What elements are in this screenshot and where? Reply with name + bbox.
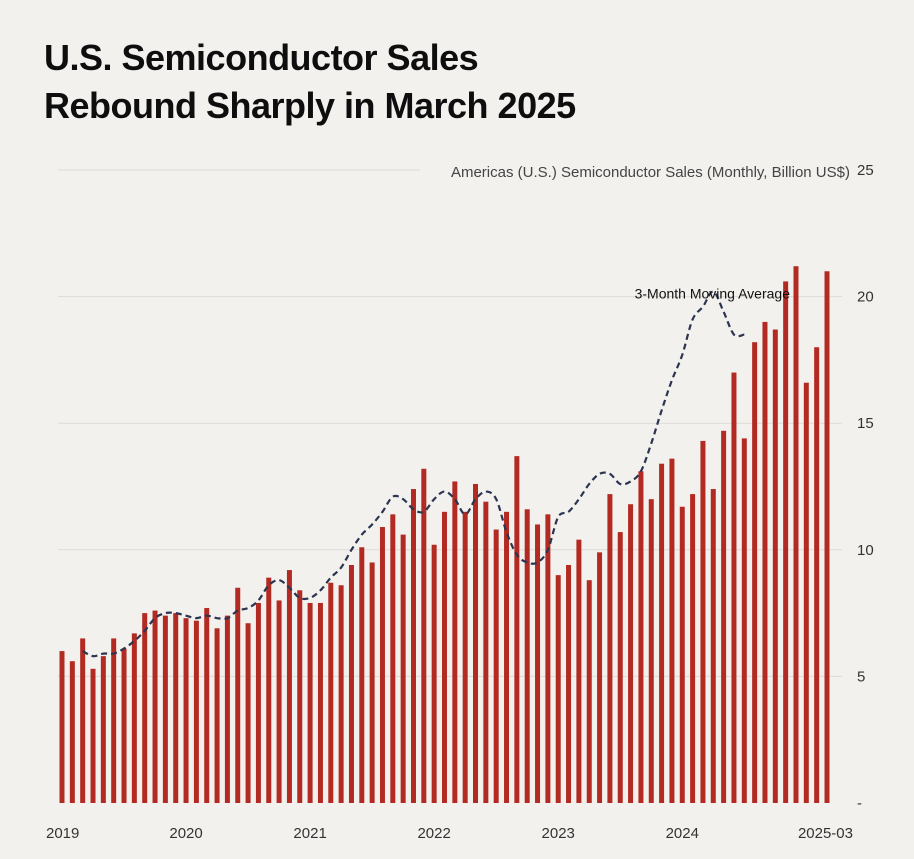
bar — [617, 532, 623, 803]
y-tick-label: 20 — [857, 289, 874, 306]
bar — [152, 610, 158, 803]
x-tick-label: 2020 — [169, 825, 202, 842]
bar — [276, 600, 282, 803]
bar — [245, 623, 251, 803]
x-tick-label: 2025-03 — [798, 825, 853, 842]
bar — [690, 494, 696, 803]
bar — [111, 638, 117, 803]
bar — [638, 471, 644, 803]
bar — [762, 321, 768, 803]
bar — [793, 266, 799, 804]
bar — [524, 509, 530, 803]
bar — [772, 329, 778, 803]
bar — [721, 430, 727, 803]
bar — [328, 582, 334, 803]
bar — [731, 372, 737, 803]
bar — [452, 481, 458, 803]
bar — [566, 564, 572, 803]
bar — [555, 575, 561, 803]
bar — [390, 514, 396, 803]
bar — [597, 552, 603, 803]
bar — [493, 529, 499, 803]
bar — [286, 570, 292, 803]
bar — [400, 534, 406, 803]
bar — [710, 489, 716, 803]
bar — [410, 489, 416, 803]
bar — [183, 618, 189, 803]
bar — [297, 590, 303, 803]
bar — [338, 585, 344, 803]
bar — [162, 615, 168, 803]
bar — [431, 544, 437, 803]
bar — [442, 511, 447, 803]
x-tick-label: 2022 — [417, 825, 450, 842]
y-tick-label: 10 — [857, 542, 874, 559]
bar — [142, 613, 148, 803]
bar — [121, 648, 127, 803]
bar — [59, 651, 65, 803]
y-axis-title: Americas (U.S.) Semiconductor Sales (Mon… — [451, 164, 850, 181]
bar — [317, 602, 323, 803]
bar — [783, 281, 789, 803]
bar — [628, 504, 634, 803]
x-tick-label: 2023 — [542, 825, 575, 842]
bar — [369, 562, 375, 803]
x-axis-ticks: 2019 2020 2021 2022 2023 2024 2025-03 — [46, 825, 853, 842]
bar — [131, 633, 137, 803]
bar — [814, 347, 820, 803]
bar — [462, 511, 468, 803]
y-axis-ticks: - 5 10 15 20 25 — [857, 162, 874, 812]
bar — [586, 580, 592, 803]
y-tick-label: 15 — [857, 415, 874, 432]
bar — [307, 602, 313, 803]
moving-average-label: 3-Month Moving Average — [635, 286, 791, 302]
bar — [214, 628, 220, 803]
bar — [648, 499, 654, 803]
x-tick-label: 2021 — [293, 825, 326, 842]
bar — [224, 615, 230, 803]
moving-average-line — [82, 290, 745, 658]
bar — [80, 638, 86, 803]
bar — [669, 458, 675, 803]
bar — [90, 668, 96, 803]
x-tick-label: 2019 — [46, 825, 79, 842]
bar — [348, 564, 354, 803]
bar — [576, 539, 582, 803]
bar — [69, 661, 75, 803]
bar — [514, 456, 520, 803]
y-tick-label: 5 — [857, 668, 865, 685]
bar — [359, 547, 365, 803]
bar — [504, 511, 510, 803]
chart-title-line-1: U.S. Semiconductor Sales — [44, 37, 479, 78]
x-tick-label: 2024 — [666, 825, 699, 842]
bar — [752, 342, 758, 803]
bar — [545, 514, 551, 803]
bar — [100, 656, 106, 803]
bar — [659, 463, 665, 803]
chart-title-line-2: Rebound Sharply in March 2025 — [44, 85, 576, 126]
bar — [421, 468, 427, 803]
bar — [235, 587, 241, 803]
bar — [193, 620, 199, 803]
y-tick-label: - — [857, 795, 862, 812]
bar — [173, 613, 179, 803]
bar — [535, 524, 541, 803]
bar — [700, 440, 706, 803]
bar — [204, 608, 210, 803]
bar — [379, 527, 385, 803]
bar — [824, 271, 830, 803]
bar — [483, 501, 489, 803]
bar — [255, 602, 261, 803]
y-tick-label: 25 — [857, 162, 874, 179]
bar — [741, 438, 747, 803]
bars — [59, 266, 830, 804]
bar — [607, 494, 613, 803]
bar — [266, 577, 272, 803]
chart-title: U.S. Semiconductor Sales Rebound Sharply… — [44, 34, 744, 130]
bar — [803, 382, 809, 803]
bar — [679, 506, 685, 803]
bar — [473, 483, 479, 803]
